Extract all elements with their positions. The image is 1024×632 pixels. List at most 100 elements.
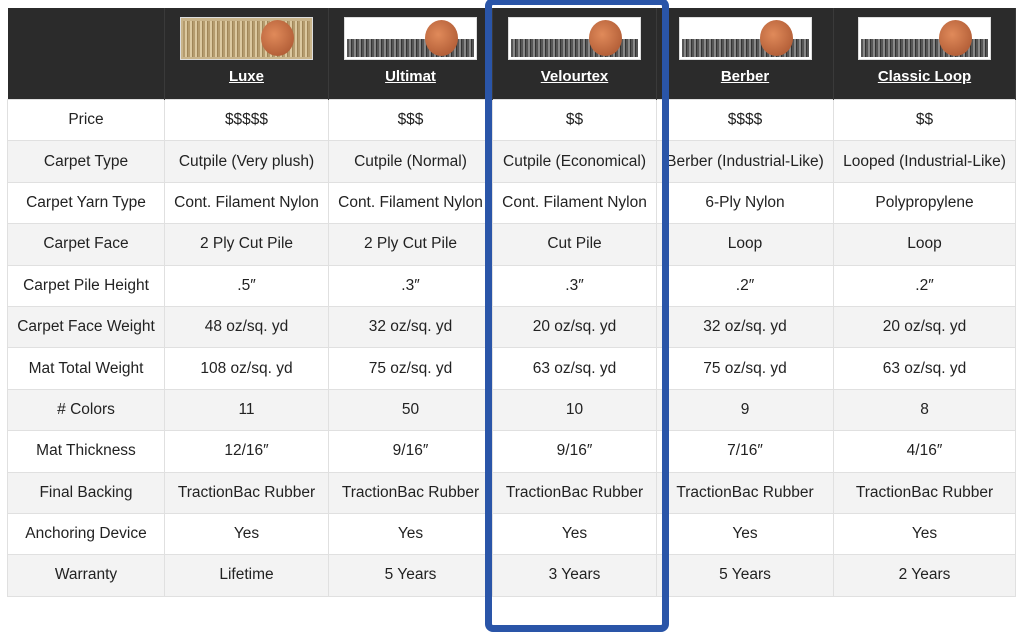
- row-label: Warranty: [7, 554, 165, 597]
- cell-value: 6-Ply Nylon: [656, 181, 834, 225]
- product-header-berber: Berber: [656, 8, 834, 100]
- cell-value: 8: [833, 388, 1016, 432]
- cell-value: 2 Ply Cut Pile: [164, 223, 329, 266]
- header-empty-cell: [7, 8, 165, 100]
- cell-value: 75 oz/sq. yd: [328, 347, 493, 390]
- cell-value: 3 Years: [492, 554, 657, 597]
- header-row: Luxe Ultimat Velourtex Berber Classic Loop: [7, 8, 1016, 100]
- cell-value: .2″: [656, 264, 834, 307]
- cell-value: 9/16″: [328, 430, 493, 473]
- cell-value: 9: [656, 388, 834, 432]
- row-label: Final Backing: [7, 471, 165, 514]
- product-link[interactable]: Ultimat: [385, 68, 436, 85]
- cell-value: 5 Years: [656, 554, 834, 597]
- penny-icon: [261, 20, 294, 56]
- table-row: # Colors 11 50 10 9 8: [7, 388, 1016, 432]
- comparison-table: Luxe Ultimat Velourtex Berber Classic Loop P…: [7, 8, 1016, 597]
- cell-value: 32 oz/sq. yd: [328, 305, 493, 349]
- cell-value: 7/16″: [656, 430, 834, 473]
- cell-value: 32 oz/sq. yd: [656, 305, 834, 349]
- cell-value: Polypropylene: [833, 181, 1016, 225]
- cell-value: Yes: [492, 512, 657, 556]
- cell-value: Yes: [164, 512, 329, 556]
- product-link[interactable]: Luxe: [228, 68, 264, 85]
- cell-value: TractionBac Rubber: [833, 471, 1016, 514]
- cell-value: Loop: [656, 223, 834, 266]
- cell-value: Yes: [833, 512, 1016, 556]
- carpet-sample-image[interactable]: [180, 17, 313, 60]
- cell-value: .5″: [164, 264, 329, 307]
- cell-value: Lifetime: [164, 554, 329, 597]
- cell-value: 63 oz/sq. yd: [492, 347, 657, 390]
- cell-value: 9/16″: [492, 430, 657, 473]
- cell-value: Loop: [833, 223, 1016, 266]
- product-header-velourtex: Velourtex: [492, 8, 657, 100]
- cell-value: TractionBac Rubber: [492, 471, 657, 514]
- product-link[interactable]: Berber: [720, 68, 770, 85]
- cell-value: Looped (Industrial-Like): [833, 140, 1016, 183]
- carpet-sample-image[interactable]: [858, 17, 991, 60]
- cell-value: Cutpile (Normal): [328, 140, 493, 183]
- table-row: Carpet Face Weight 48 oz/sq. yd 32 oz/sq. …: [7, 305, 1016, 349]
- product-header-luxe: Luxe: [164, 8, 329, 100]
- table-row: Mat Thickness 12/16″ 9/16″ 9/16″ 7/16″ 4/16″: [7, 430, 1016, 473]
- table-row: Final Backing TractionBac Rubber TractionB…: [7, 471, 1016, 514]
- cell-value: Cont. Filament Nylon: [328, 181, 493, 225]
- row-label: Anchoring Device: [7, 512, 165, 556]
- penny-icon: [425, 20, 458, 56]
- penny-icon: [939, 20, 972, 56]
- row-label: Carpet Face Weight: [7, 305, 165, 349]
- row-label: Mat Thickness: [7, 430, 165, 473]
- cell-value: $$: [492, 98, 657, 142]
- cell-value: 20 oz/sq. yd: [492, 305, 657, 349]
- cell-value: 10: [492, 388, 657, 432]
- cell-value: 4/16″: [833, 430, 1016, 473]
- cell-value: Yes: [656, 512, 834, 556]
- table-row: Warranty Lifetime 5 Years 3 Years 5 Years 2 Y…: [7, 554, 1016, 597]
- carpet-sample-image[interactable]: [508, 17, 641, 60]
- row-label: Carpet Face: [7, 223, 165, 266]
- cell-value: .3″: [492, 264, 657, 307]
- row-label: # Colors: [7, 388, 165, 432]
- cell-value: 12/16″: [164, 430, 329, 473]
- cell-value: Yes: [328, 512, 493, 556]
- cell-value: 63 oz/sq. yd: [833, 347, 1016, 390]
- carpet-sample-image[interactable]: [678, 17, 812, 60]
- cell-value: 48 oz/sq. yd: [164, 305, 329, 349]
- cell-value: 2 Years: [833, 554, 1016, 597]
- cell-value: $$$: [328, 98, 493, 142]
- cell-value: 5 Years: [328, 554, 493, 597]
- cell-value: Cut Pile: [492, 223, 657, 266]
- cell-value: Cutpile (Economical): [492, 140, 657, 183]
- cell-value: $$$$$: [164, 98, 329, 142]
- row-label: Price: [7, 98, 165, 142]
- row-label: Carpet Type: [7, 140, 165, 183]
- carpet-sample-image[interactable]: [344, 17, 477, 60]
- penny-icon: [759, 20, 793, 56]
- product-header-classic-loop: Classic Loop: [833, 8, 1016, 100]
- row-label: Mat Total Weight: [7, 347, 165, 390]
- cell-value: Cont. Filament Nylon: [492, 181, 657, 225]
- product-link[interactable]: Classic Loop: [877, 68, 972, 85]
- cell-value: Berber (Industrial-Like): [656, 140, 834, 183]
- cell-value: 11: [164, 388, 329, 432]
- row-label: Carpet Pile Height: [7, 264, 165, 307]
- cell-value: 20 oz/sq. yd: [833, 305, 1016, 349]
- cell-value: 108 oz/sq. yd: [164, 347, 329, 390]
- table-row: Price $$$$$ $$$ $$ $$$$ $$: [7, 98, 1016, 142]
- cell-value: 75 oz/sq. yd: [656, 347, 834, 390]
- cell-value: Cont. Filament Nylon: [164, 181, 329, 225]
- cell-value: TractionBac Rubber: [656, 471, 834, 514]
- table-row: Carpet Pile Height .5″ .3″ .3″ .2″ .2″: [7, 264, 1016, 307]
- cell-value: 2 Ply Cut Pile: [328, 223, 493, 266]
- cell-value: $$$$: [656, 98, 834, 142]
- table-row: Carpet Type Cutpile (Very plush) Cutpile (…: [7, 140, 1016, 183]
- cell-value: .2″: [833, 264, 1016, 307]
- table-row: Anchoring Device Yes Yes Yes Yes Yes: [7, 512, 1016, 556]
- cell-value: Cutpile (Very plush): [164, 140, 329, 183]
- product-link[interactable]: Velourtex: [540, 68, 609, 85]
- product-header-ultimat: Ultimat: [328, 8, 493, 100]
- table-row: Mat Total Weight 108 oz/sq. yd 75 oz/sq. y…: [7, 347, 1016, 390]
- cell-value: 50: [328, 388, 493, 432]
- table-row: Carpet Face 2 Ply Cut Pile 2 Ply Cut Pile C…: [7, 223, 1016, 266]
